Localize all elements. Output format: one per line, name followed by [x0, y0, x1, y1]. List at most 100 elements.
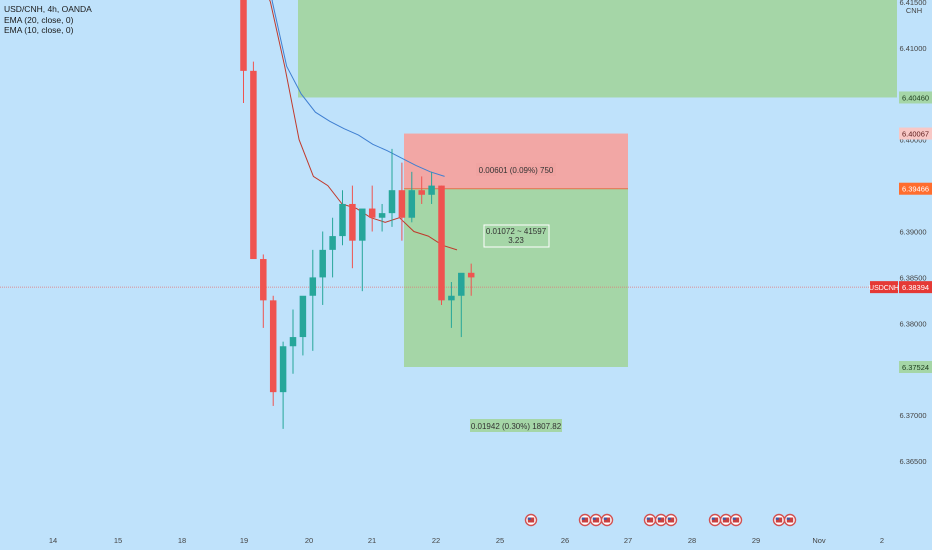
- us-flag-icon-11[interactable]: [783, 513, 797, 527]
- price-tick: 6.38000: [899, 319, 926, 328]
- us-flag-icon-10[interactable]: [772, 513, 786, 527]
- price-tag-label: 6.37524: [902, 363, 929, 372]
- time-axis[interactable]: 14 15 18 19 20 21 22 25 26 27 28 29 Nov 2: [49, 536, 884, 545]
- candle-body: [240, 0, 247, 71]
- candle-body: [458, 272, 465, 296]
- candle-body: [279, 346, 287, 393]
- flag-canton: [711, 517, 715, 520]
- flag-stripes: [592, 517, 600, 523]
- candle-body: [339, 203, 346, 237]
- candle-17: [408, 171, 416, 223]
- chart-legend: USD/CNH, 4h, OANDA EMA (20, close, 0) EM…: [4, 4, 92, 36]
- price-tick: 6.41000: [899, 44, 926, 53]
- flag-stripes: [732, 517, 740, 523]
- center-label-line2: 3.23: [508, 236, 524, 245]
- candle-body: [250, 70, 257, 260]
- flag-canton: [786, 517, 790, 520]
- candle-body: [359, 208, 366, 241]
- us-flag-icon-0[interactable]: [524, 513, 538, 527]
- symbol-tag-bg: [870, 281, 898, 294]
- flag-canton: [667, 517, 671, 520]
- candle-body: [289, 337, 297, 347]
- position-zones: [298, 0, 897, 367]
- us-flag-icon-8[interactable]: [719, 513, 733, 527]
- candle-body: [309, 277, 317, 296]
- candle-21: [448, 281, 455, 328]
- price-tag-label: 6.38394: [902, 283, 929, 292]
- time-tick: 19: [240, 536, 248, 545]
- upper-target-zone: [298, 0, 897, 98]
- time-tick: 14: [49, 536, 57, 545]
- candle-11: [349, 185, 356, 269]
- target-label-box: [470, 419, 562, 432]
- flag-stripes: [786, 517, 794, 523]
- candle-8: [319, 231, 326, 305]
- us-flag-icon-1[interactable]: [578, 513, 592, 527]
- candle-12: [359, 208, 366, 292]
- flag-canton: [581, 517, 585, 520]
- price-tag-label: 6.40460: [902, 93, 929, 102]
- price-tick: 6.39000: [899, 228, 926, 237]
- flag-stripes: [581, 517, 589, 523]
- us-flag-icon-4[interactable]: [643, 513, 657, 527]
- time-tick: 21: [368, 536, 376, 545]
- flag-canton: [527, 517, 531, 520]
- us-flag-icon-3[interactable]: [600, 513, 614, 527]
- stop-loss-zone: [404, 133, 628, 189]
- stop-label: 0.00601 (0.09%) 750: [479, 166, 554, 175]
- price-tag-bg: [899, 281, 932, 294]
- price-tag-bg: [899, 182, 932, 195]
- candle-1: [250, 61, 257, 260]
- time-tick: 28: [688, 536, 696, 545]
- candle-body: [269, 300, 277, 393]
- candle-body: [428, 185, 435, 195]
- time-tick: 27: [624, 536, 632, 545]
- us-flag-icon-5[interactable]: [654, 513, 668, 527]
- candle-7: [309, 249, 317, 351]
- candle-9: [329, 217, 336, 278]
- center-label-box: [483, 224, 550, 248]
- candle-5: [289, 309, 297, 374]
- symbol-info[interactable]: USD/CNH, 4h, OANDA: [4, 4, 92, 14]
- economic-events[interactable]: [524, 513, 797, 527]
- candle-15: [388, 148, 396, 227]
- us-flag-icon-9[interactable]: [729, 513, 743, 527]
- ema10-legend[interactable]: EMA (10, close, 0): [4, 25, 74, 35]
- flag-stripes: [603, 517, 611, 523]
- price-axis[interactable]: CNH6.415006.410006.405006.400006.395006.…: [869, 0, 932, 550]
- price-tag-bg: [899, 360, 932, 373]
- candle-3: [269, 295, 277, 406]
- us-flag-icon-7[interactable]: [708, 513, 722, 527]
- candle-body: [388, 190, 396, 214]
- flag-canton: [722, 517, 726, 520]
- symbol-tag-label: USDCNH: [869, 285, 899, 292]
- us-flag-icon-2[interactable]: [589, 513, 603, 527]
- price-tag-bg: [899, 91, 932, 104]
- candle-10: [339, 190, 346, 246]
- ema10-line: [269, 0, 458, 251]
- ema20-legend[interactable]: EMA (20, close, 0): [4, 14, 74, 25]
- candle-23: [467, 263, 475, 296]
- price-tick: 6.41500: [899, 0, 926, 7]
- candle-0: [240, 0, 247, 103]
- candle-4: [279, 341, 287, 429]
- candle-13: [368, 185, 376, 232]
- candle-body: [467, 272, 475, 278]
- time-tick: 26: [561, 536, 569, 545]
- candle-body: [349, 203, 356, 241]
- candle-22: [458, 272, 465, 338]
- candle-body: [319, 249, 326, 278]
- us-flag-icon-6[interactable]: [664, 513, 678, 527]
- time-tick: 15: [114, 536, 122, 545]
- flag-canton: [603, 517, 607, 520]
- candle-body: [398, 190, 406, 218]
- flag-stripes: [527, 517, 535, 523]
- ema-lines: [269, 0, 458, 251]
- time-tick: 18: [178, 536, 186, 545]
- flag-stripes: [657, 517, 665, 523]
- price-tick: 6.38500: [899, 273, 926, 282]
- candle-19: [428, 171, 435, 204]
- candle-20: [438, 185, 445, 305]
- time-tick: 2: [880, 536, 884, 545]
